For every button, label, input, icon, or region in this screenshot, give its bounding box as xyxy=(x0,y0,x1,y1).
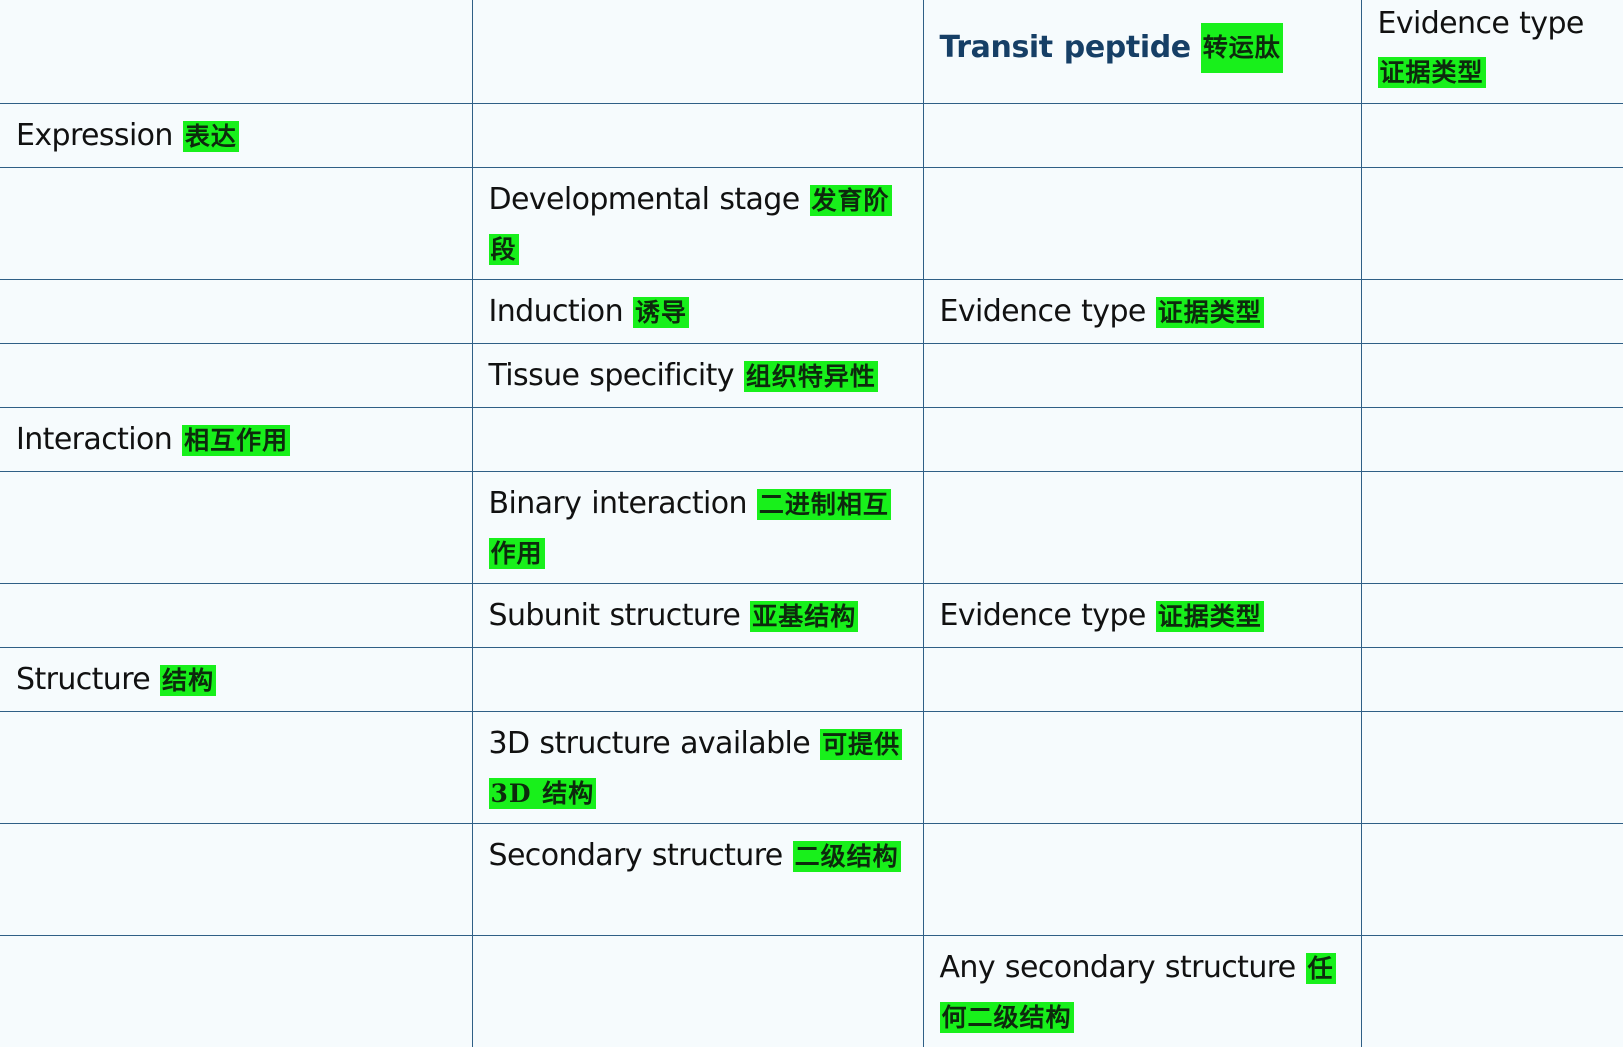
field-translation: 二级结构 xyxy=(792,841,901,872)
empty-cell xyxy=(1361,279,1623,344)
field-subunit-structure[interactable]: Subunit structure 亚基结构 xyxy=(472,583,924,648)
empty-cell xyxy=(923,343,1362,408)
evidence-type-label: Evidence type xyxy=(1377,6,1585,41)
field-label: Evidence type xyxy=(939,294,1147,329)
empty-cell xyxy=(1361,823,1623,936)
field-expression[interactable]: Expression 表达 xyxy=(0,103,473,168)
header-row: Transit peptide 转运肽 Evidence type 证据类型 xyxy=(0,0,1623,104)
empty-cell xyxy=(1361,647,1623,712)
table-row: Induction 诱导 Evidence type 证据类型 xyxy=(0,279,1623,344)
evidence-type-translation: 证据类型 xyxy=(1377,57,1486,88)
field-label: Expression xyxy=(16,118,173,153)
field-binary-interaction[interactable]: Binary interaction 二进制相互作用 xyxy=(472,471,924,584)
empty-cell xyxy=(923,407,1362,472)
table-row: Expression 表达 xyxy=(0,103,1623,168)
empty-cell xyxy=(923,823,1362,936)
header-cell-empty-1 xyxy=(0,0,473,104)
empty-cell xyxy=(1361,167,1623,280)
empty-cell xyxy=(1361,936,1623,1047)
empty-cell xyxy=(1361,407,1623,472)
transit-peptide-translation: 转运肽 xyxy=(1200,23,1283,73)
field-label: Secondary structure xyxy=(488,838,784,873)
empty-cell xyxy=(0,279,473,344)
field-any-secondary-structure[interactable]: Any secondary structure 任何二级结构 xyxy=(923,935,1362,1047)
header-cell-transit-peptide[interactable]: Transit peptide 转运肽 xyxy=(923,0,1362,104)
table-row: Subunit structure 亚基结构 Evidence type 证据类型 xyxy=(0,583,1623,648)
field-label: Binary interaction xyxy=(488,486,748,521)
empty-cell xyxy=(0,823,473,936)
empty-cell xyxy=(472,407,924,472)
field-label: Subunit structure xyxy=(488,598,741,633)
empty-cell xyxy=(0,343,473,408)
empty-cell xyxy=(1361,583,1623,648)
field-label: Interaction xyxy=(16,422,173,457)
empty-cell xyxy=(0,711,473,824)
table-row: Binary interaction 二进制相互作用 xyxy=(0,471,1623,584)
field-interaction[interactable]: Interaction 相互作用 xyxy=(0,407,473,472)
field-tissue-specificity[interactable]: Tissue specificity 组织特异性 xyxy=(472,343,924,408)
header-cell-empty-2 xyxy=(472,0,924,104)
empty-cell xyxy=(0,471,473,584)
table-row: 3D structure available 可提供 3D 结构 xyxy=(0,711,1623,824)
transit-peptide-label: Transit peptide xyxy=(939,30,1192,65)
field-developmental-stage[interactable]: Developmental stage 发育阶段 xyxy=(472,167,924,280)
field-translation: 组织特异性 xyxy=(743,361,878,392)
empty-cell xyxy=(1361,471,1623,584)
table-row: Interaction 相互作用 xyxy=(0,407,1623,472)
field-induction[interactable]: Induction 诱导 xyxy=(472,279,924,344)
empty-cell xyxy=(1361,343,1623,408)
empty-cell xyxy=(923,647,1362,712)
table-row: Any secondary structure 任何二级结构 xyxy=(0,935,1623,1047)
empty-cell xyxy=(0,167,473,280)
table-row: Tissue specificity 组织特异性 xyxy=(0,343,1623,408)
field-label: Structure xyxy=(16,662,151,697)
empty-cell xyxy=(0,583,473,648)
table-row: Secondary structure 二级结构 xyxy=(0,823,1623,936)
field-translation: 相互作用 xyxy=(182,425,291,456)
empty-cell xyxy=(923,167,1362,280)
header-cell-evidence-type[interactable]: Evidence type 证据类型 xyxy=(1361,0,1623,104)
field-induction-evidence-type[interactable]: Evidence type 证据类型 xyxy=(923,279,1362,344)
field-label: Evidence type xyxy=(939,598,1147,633)
field-label: 3D structure available xyxy=(488,726,811,761)
field-secondary-structure[interactable]: Secondary structure 二级结构 xyxy=(472,823,924,936)
field-label: Any secondary structure xyxy=(939,950,1297,985)
empty-cell xyxy=(472,103,924,168)
empty-cell xyxy=(1361,103,1623,168)
empty-cell xyxy=(1361,711,1623,824)
field-translation: 诱导 xyxy=(632,297,689,328)
table-row: Developmental stage 发育阶段 xyxy=(0,167,1623,280)
field-translation: 表达 xyxy=(182,121,239,152)
field-label: Tissue specificity xyxy=(488,358,735,393)
field-translation: 证据类型 xyxy=(1155,297,1264,328)
field-3d-structure-available[interactable]: 3D structure available 可提供 3D 结构 xyxy=(472,711,924,824)
field-translation: 结构 xyxy=(160,665,217,696)
empty-cell xyxy=(0,935,473,1047)
field-translation: 亚基结构 xyxy=(750,601,859,632)
table-row: Structure 结构 xyxy=(0,647,1623,712)
field-label: Developmental stage xyxy=(488,182,801,217)
field-subunit-evidence-type[interactable]: Evidence type 证据类型 xyxy=(923,583,1362,648)
empty-cell xyxy=(923,711,1362,824)
field-structure[interactable]: Structure 结构 xyxy=(0,647,473,712)
field-label: Induction xyxy=(488,294,624,329)
empty-cell xyxy=(923,471,1362,584)
empty-cell xyxy=(923,103,1362,168)
empty-cell xyxy=(472,647,924,712)
empty-cell xyxy=(472,935,924,1047)
field-translation: 证据类型 xyxy=(1155,601,1264,632)
